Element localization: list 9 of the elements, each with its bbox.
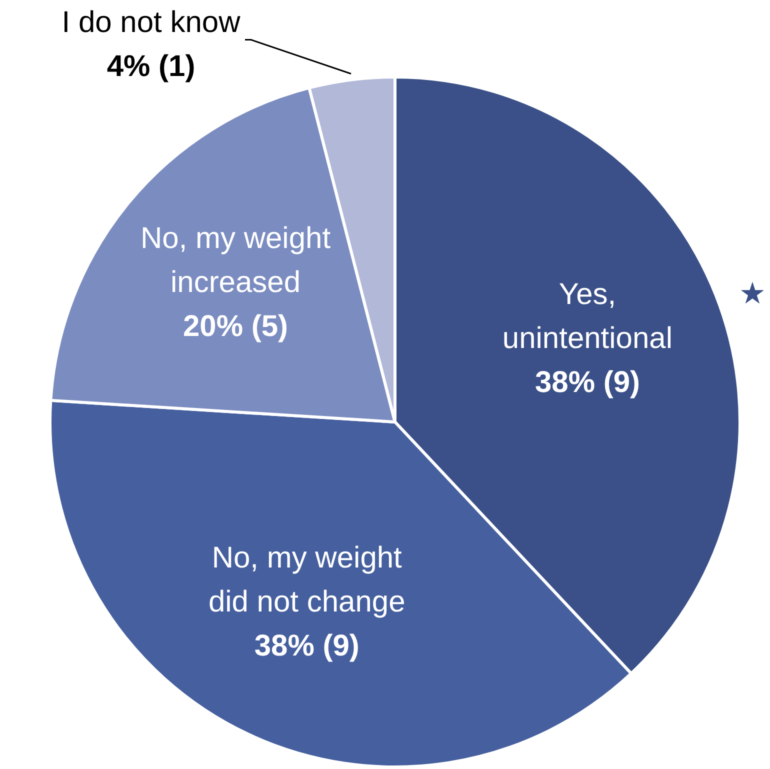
text: ★ [739,277,766,310]
slice-label: I do not know [62,6,241,39]
slice-label: No, my weight did not change [208,541,406,618]
slice-label: Yes, unintentional [502,278,673,355]
data-label: 38% (9) [254,629,360,662]
slice-label: No, my weight increased [140,222,332,300]
data-label: 38% (9) [534,366,640,399]
data-label: 20% (5) [182,310,288,344]
data-label: 4% (1) [106,50,196,83]
